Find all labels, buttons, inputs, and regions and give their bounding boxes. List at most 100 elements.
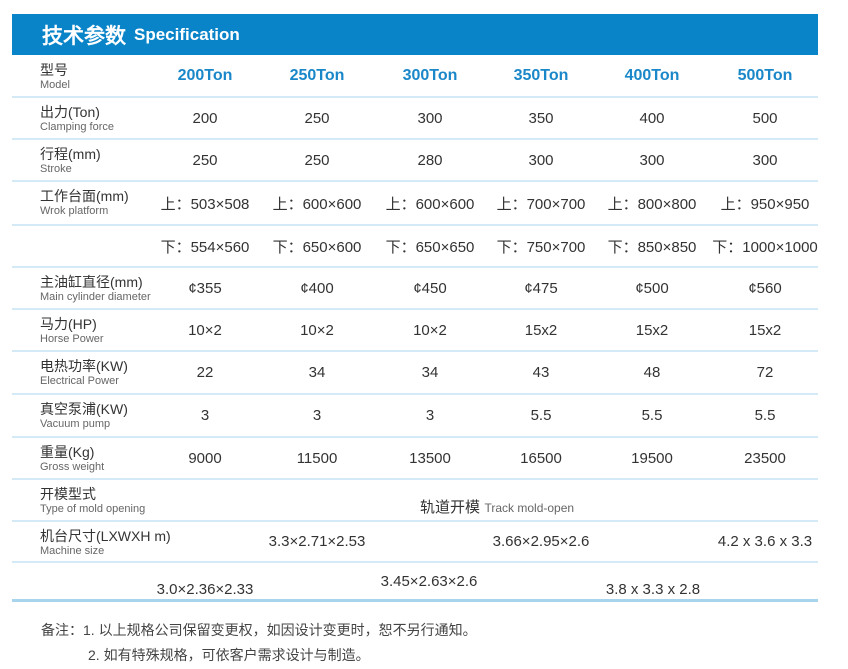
cell-value: 23500 [744,449,786,467]
mold-opening-zh: 轨道开模 [420,499,481,516]
cell-value: 上：950×950 [720,195,810,213]
cell-value: 下：750×700 [496,238,586,256]
size-400: 3.8 x 3.3 x 2.8 [605,580,701,598]
row-label-zh: 电热功率(KW) [40,358,128,374]
table-row: 真空泵浦(KW) Vacuum pump 3 3 3 5.5 5.5 5.5 [12,395,818,438]
cell-value: 250 [304,109,330,127]
table-row: 马力(HP) Horse Power 10×2 10×2 10×2 15x2 15x2 15x… [12,310,818,352]
row-label: 出力(Ton) Clamping force [40,103,114,133]
cell-value: 48 [643,364,661,381]
cell-value: 3 [200,407,210,424]
row-label-en: Gross weight [40,461,105,473]
size-300: 3.45×2.63×2.6 [380,572,478,590]
section-title-en: Specification [134,24,240,44]
cell-value: 43 [532,364,550,381]
table-row: 重量(Kg) Gross weight 9000 11500 13500 16500 195… [12,438,818,480]
size-250: 3.3×2.71×2.53 [268,533,366,550]
cell-value: 400 [639,109,665,127]
cell-value: 16500 [520,449,562,467]
table-row: 电热功率(KW) Electrical Power 22 34 34 43 48 72 [12,352,818,395]
cell-value: 300 [639,151,665,169]
cell-value: 5.5 [641,407,663,424]
cell-value: 下：650×600 [272,238,362,256]
row-label-zh: 工作台面(mm) [40,188,129,204]
row-label-en: Horse Power [40,333,104,345]
cell-value: 300 [528,151,554,169]
cell-value: 15x2 [524,321,558,339]
cell-value: 9000 [188,449,222,467]
cell-value: 250 [192,151,218,169]
cell-value: 280 [417,151,443,169]
cell-value: 上：600×600 [272,195,362,213]
row-label-zh: 重量(Kg) [40,444,95,460]
cell-value: 72 [756,364,774,381]
size-200: 3.0×2.36×2.33 [156,580,254,598]
row-label: 真空泵浦(KW) Vacuum pump [40,400,128,430]
note-2: 2. 如有特殊规格，可依客户需求设计与制造。 [88,647,370,663]
cell-value: ¢450 [413,279,447,297]
cell-value: ¢355 [188,279,222,297]
row-label-zh: 机台尺寸(LXWXH m) [40,528,171,544]
row-label-en: Stroke [40,163,72,175]
row-label: 工作台面(mm) Wrok platform [40,187,129,217]
cell-value: 15x2 [748,321,782,339]
cell-value: 上：600×600 [385,195,475,213]
row-label: 重量(Kg) Gross weight [40,443,104,473]
row-label: 马力(HP) Horse Power [40,315,104,345]
table-row: 型号 Model 200Ton 250Ton 300Ton 350Ton 400Ton 500… [12,56,818,98]
row-label-en: Wrok platform [40,205,109,217]
cell-value: 250 [304,151,330,169]
row-label-zh: 出力(Ton) [40,104,100,120]
row-label: 行程(mm) Stroke [40,145,101,175]
cell-value: 下：1000×1000 [712,238,818,256]
cell-value: 上：800×800 [607,195,697,213]
cell-value: 下：850×850 [607,238,697,256]
cell-value: 上：503×508 [160,195,250,213]
row-label-zh: 马力(HP) [40,316,97,332]
cell-value: 200 [192,109,218,127]
cell-value: 400Ton [624,67,680,84]
cell-value: 上：700×700 [496,195,586,213]
section-header: 技术参数 Specification [12,14,818,55]
cell-value: 3 [312,407,322,424]
cell-value: 350 [528,109,554,127]
note-1: 备注：1. 以上规格公司保留变更权，如因设计变更时，恕不另行通知。 [41,622,477,638]
table-row: 出力(Ton) Clamping force 200 250 300 350 400 500 [12,98,818,140]
cell-value: 5.5 [754,407,776,424]
cell-value: 500Ton [737,67,793,84]
cell-value: 13500 [409,449,451,467]
cell-value: 15x2 [635,321,669,339]
size-350: 3.66×2.95×2.6 [492,533,590,550]
cell-value: 10×2 [413,321,447,339]
cell-value: 22 [196,364,214,381]
row-label-en: Vacuum pump [40,418,111,430]
cell-value: 下：650×650 [385,238,475,256]
row-label-en: Main cylinder diameter [40,291,151,303]
cell-value: 10×2 [188,321,222,339]
row-label-en: Machine size [40,545,105,557]
cell-value: 5.5 [530,407,552,424]
cell-value: ¢475 [524,279,558,297]
table-row-mold-opening: 开模型式 Type of mold opening 轨道开模 Track mold… [12,480,818,522]
cell-value: 34 [421,364,439,381]
cell-value: 200Ton [177,67,233,84]
cell-value: 300Ton [402,67,458,84]
section-title-zh: 技术参数 [42,23,126,48]
row-label-zh: 主油缸直径(mm) [40,274,143,290]
row-label: 型号 Model [40,61,70,91]
cell-value: 3 [425,407,435,424]
cell-value: 10×2 [300,321,334,339]
cell-value: ¢500 [635,279,669,297]
row-label-en: Clamping force [40,121,114,133]
row-label-en: Model [40,79,70,91]
cell-value: 250Ton [289,67,345,84]
table-row-machine-size: 机台尺寸(LXWXH m) Machine size 3.3×2.71×2.53 … [12,522,818,563]
table-row-machine-size-2: 3.0×2.36×2.33 3.45×2.63×2.6 3.8 x 3.3 x … [12,563,818,602]
table-row: 下：554×560 下：650×600 下：650×650 下：750×700 下：85… [12,226,818,268]
cell-value: 300 [752,151,778,169]
row-label-zh: 型号 [40,62,68,78]
table-row: 行程(mm) Stroke 250 250 280 300 300 300 [12,140,818,182]
table-row: 工作台面(mm) Wrok platform 上：503×508 上：600×600 上… [12,182,818,226]
cell-value: 34 [308,364,326,381]
cell-value: 350Ton [513,67,569,84]
